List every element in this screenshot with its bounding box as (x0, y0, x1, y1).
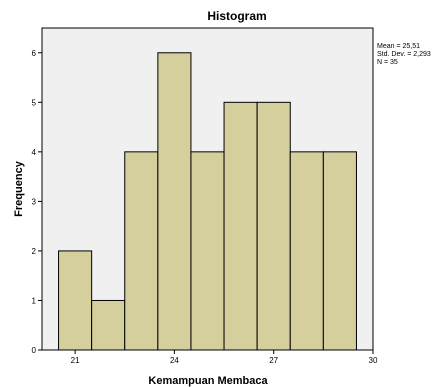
stats-std-dev: Std. Dev. = 2,293 (377, 51, 431, 58)
y-tick-label: 3 (32, 197, 37, 206)
bars-group (58, 52, 357, 351)
summary-statistics: Mean = 25,51 Std. Dev. = 2,293 N = 35 (377, 43, 431, 67)
histogram-bar (91, 299, 126, 351)
histogram-bar (223, 101, 258, 351)
histogram-bar (58, 250, 93, 351)
histogram-bar (289, 151, 324, 351)
y-tick-label: 2 (32, 247, 37, 256)
y-tick-label: 6 (32, 49, 37, 58)
stats-n: N = 35 (377, 59, 398, 66)
chart-title: Histogram (207, 9, 266, 23)
x-tick-label: 30 (369, 356, 378, 365)
x-tick-label: 21 (71, 356, 80, 365)
histogram-bar (124, 151, 159, 351)
histogram-bar (322, 151, 357, 351)
x-tick-label: 27 (269, 356, 278, 365)
stats-mean: Mean = 25,51 (377, 43, 421, 50)
x-tick-label: 24 (170, 356, 179, 365)
x-axis-label: Kemampuan Membaca (148, 375, 268, 387)
axes-group: 0 1 2 3 4 5 6 21 24 27 30 (32, 49, 378, 365)
y-tick-label: 5 (32, 98, 37, 107)
histogram-bar (157, 52, 192, 351)
y-tick-label: 0 (32, 346, 37, 355)
histogram-bar (256, 101, 291, 351)
histogram-bar (190, 151, 225, 351)
y-tick-label: 4 (32, 148, 37, 157)
y-tick-label: 1 (32, 296, 37, 305)
y-axis-label: Frequency (13, 160, 25, 217)
